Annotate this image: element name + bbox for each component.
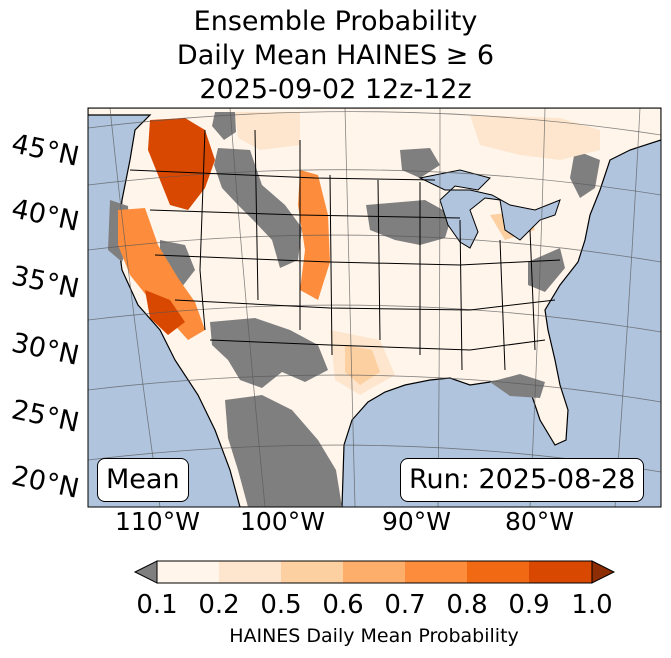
lon-label-80: 80°W (505, 507, 575, 536)
title-line-3: 2025-09-02 12z-12z (199, 74, 472, 105)
colorbar-tick-0-2: 0.2 (198, 590, 240, 620)
colorbar-tick-0-9: 0.9 (508, 590, 550, 620)
prob-area-0-2 (235, 112, 300, 150)
colorbar-tick-0-6: 0.6 (322, 590, 364, 620)
colorbar-tick-1-0: 1.0 (571, 590, 613, 620)
colorbar-bin-4 (343, 561, 405, 583)
state-borders (129, 129, 561, 371)
no-data-area-plains (366, 200, 452, 245)
no-data-area-northeast (570, 150, 600, 198)
colorbar-bin-1 (157, 561, 219, 583)
colorbar-under-arrow (133, 560, 158, 584)
colorbar (133, 560, 616, 584)
title-line-1: Ensemble Probability (193, 6, 478, 37)
colorbar-over-arrow (591, 560, 616, 584)
colorbar-tick-0-8: 0.8 (446, 590, 488, 620)
no-data-area-mexico (225, 395, 342, 507)
prob-area-0-7-west (118, 208, 205, 340)
great-lakes (418, 169, 561, 249)
colorbar-tick-0-7: 0.7 (384, 590, 426, 620)
no-data-area-appalachia (528, 248, 565, 292)
colorbar-frame (156, 560, 593, 584)
prob-area-0-2-east (470, 115, 600, 160)
mean-badge: Mean (97, 458, 189, 502)
colorbar-bin-2 (219, 561, 281, 583)
colorbar-bin-6 (467, 561, 529, 583)
lon-label-100: 100°W (240, 507, 325, 536)
no-data-area-north (212, 112, 236, 140)
run-date-badge: Run: 2025-08-28 (400, 458, 645, 502)
colorbar-tick-0-5: 0.5 (260, 590, 302, 620)
no-data-area-southwest (210, 318, 328, 388)
colorbar-bin-3 (281, 561, 343, 583)
prob-area-0-9 (148, 118, 215, 210)
lon-label-90: 90°W (382, 507, 452, 536)
title-line-2: Daily Mean HAINES ≥ 6 (176, 40, 495, 71)
colorbar-bin-7 (529, 561, 592, 583)
no-data-area-rockies (214, 148, 302, 268)
lon-label-110: 110°W (115, 507, 200, 536)
colorbar-bin-5 (405, 561, 467, 583)
map-frame (87, 107, 662, 508)
colorbar-tick-0-1: 0.1 (136, 590, 178, 620)
no-data-area-gulf-coast (490, 374, 545, 398)
colorbar-label: HAINES Daily Mean Probability (229, 625, 519, 647)
